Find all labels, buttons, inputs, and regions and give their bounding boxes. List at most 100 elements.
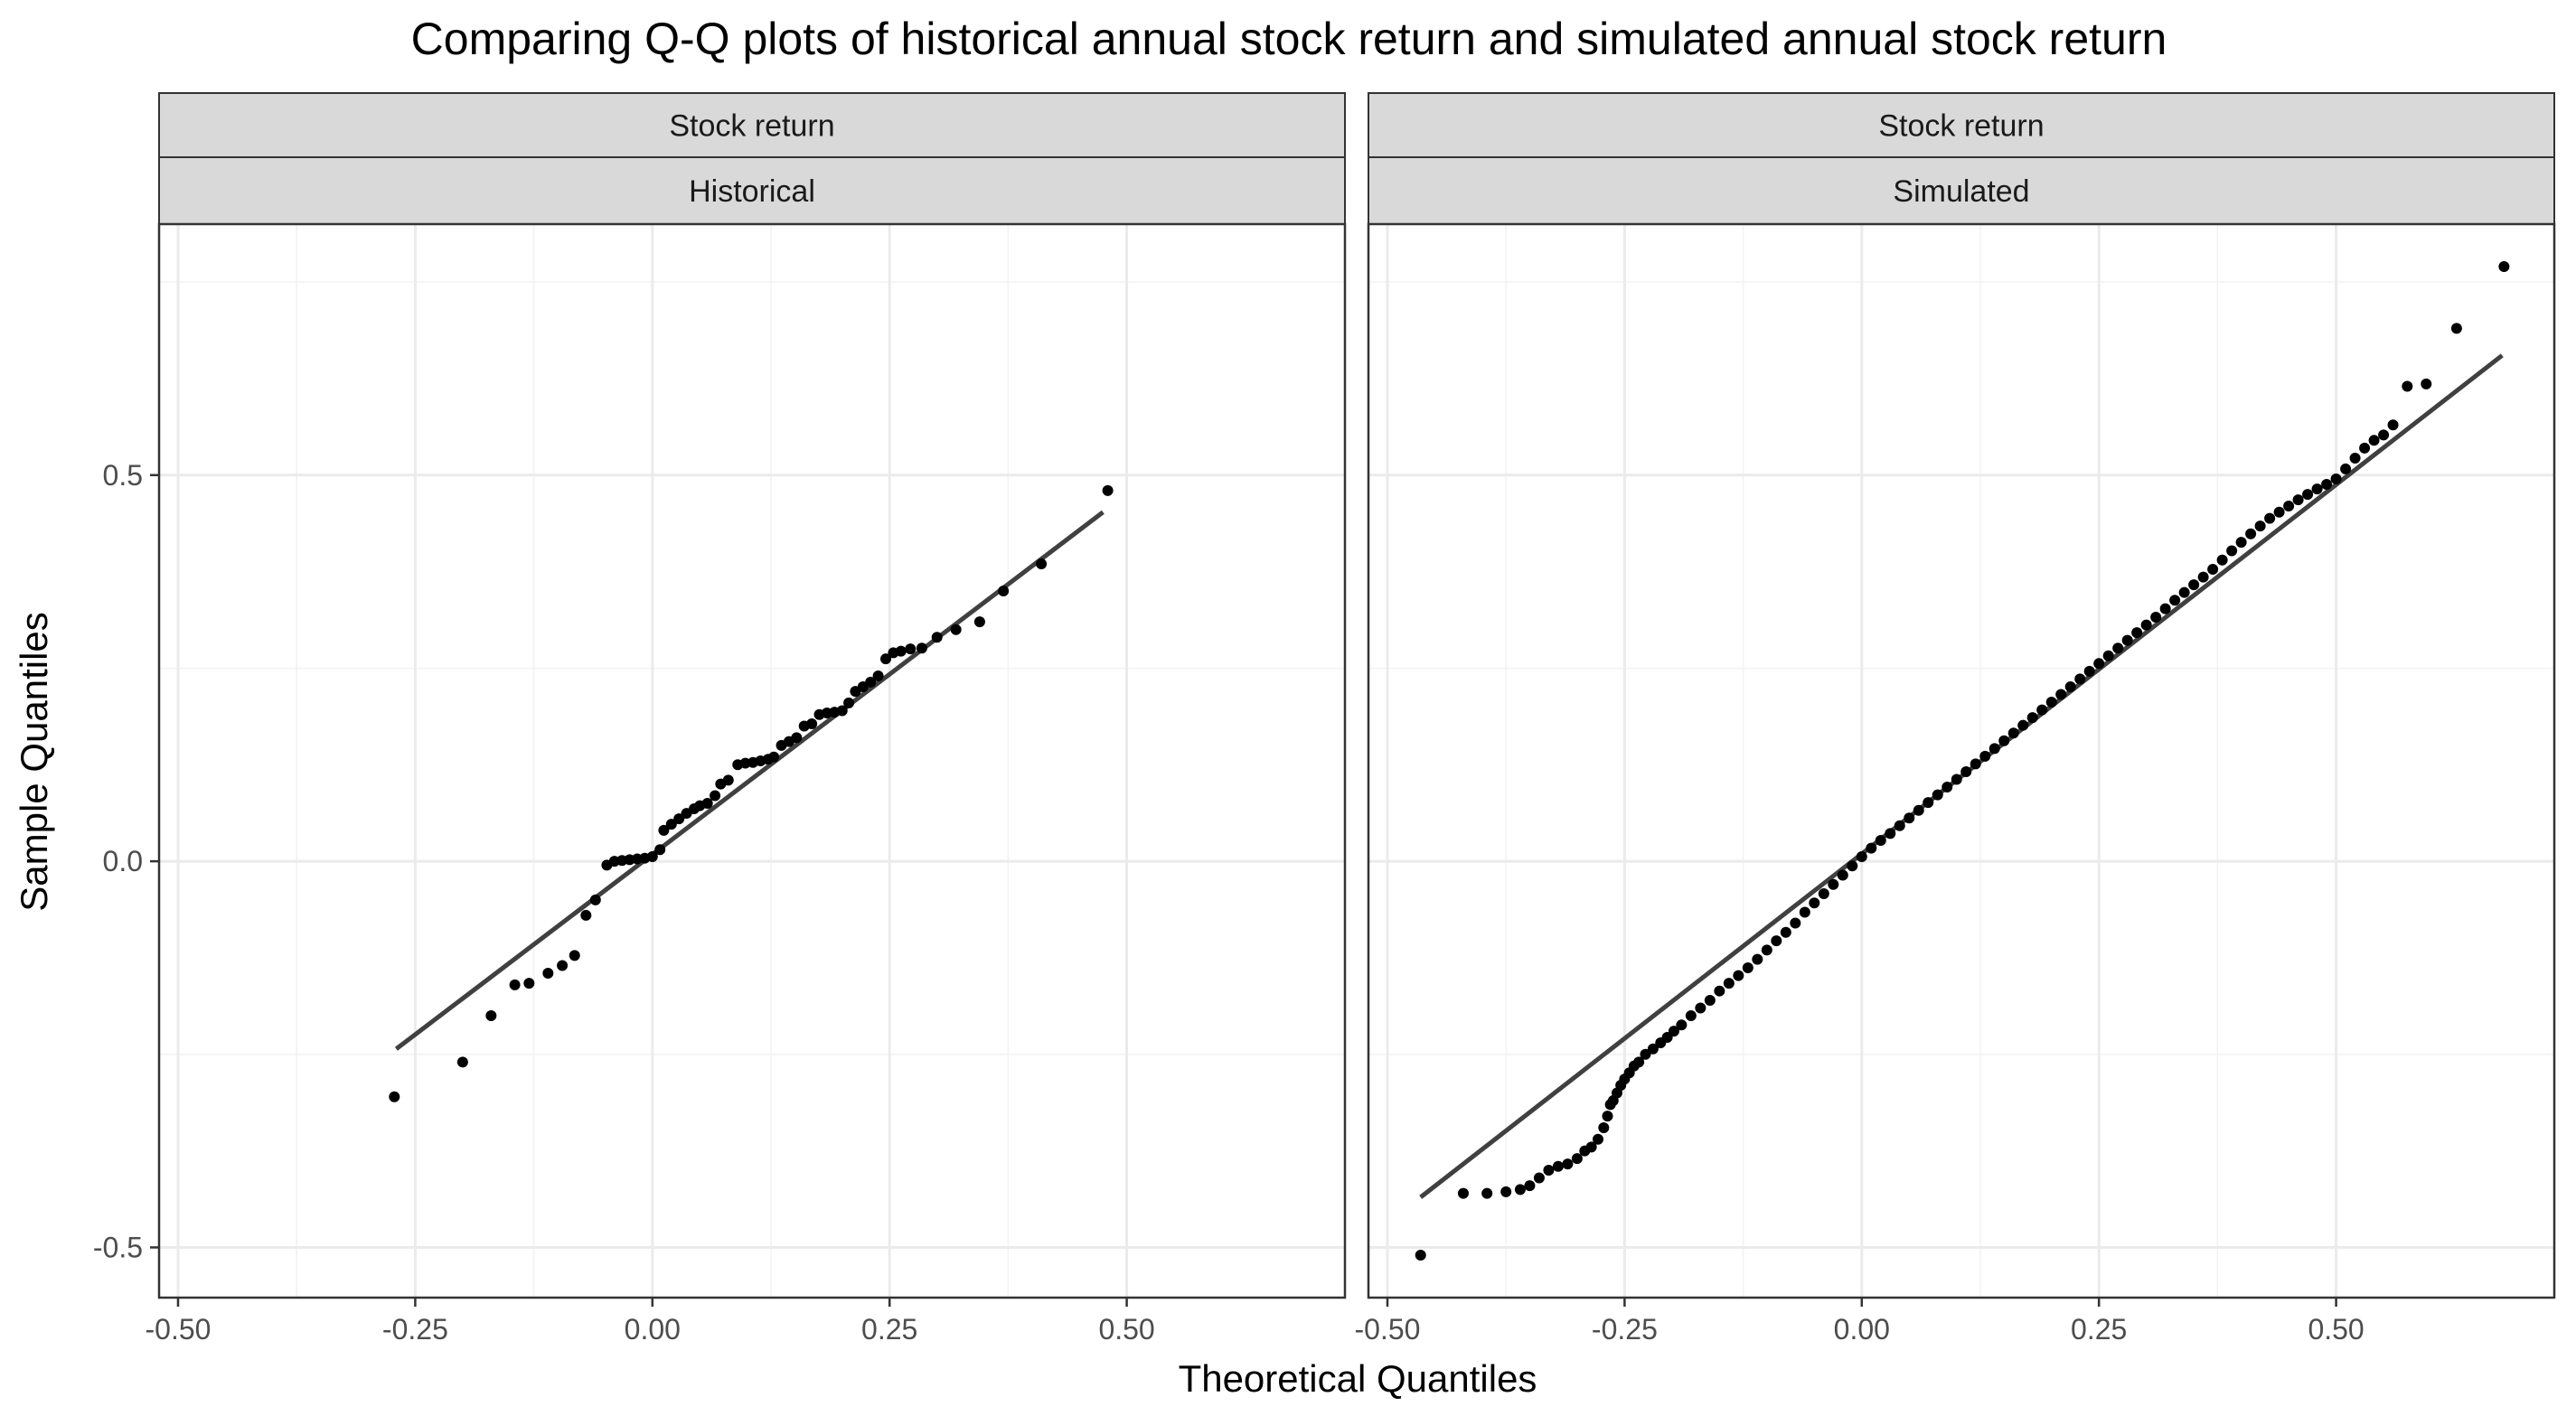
y-axis-title: Sample Quantiles: [13, 612, 55, 912]
data-point: [2292, 494, 2304, 506]
data-point: [1457, 1187, 1469, 1199]
data-point: [1998, 735, 2010, 746]
data-point: [2169, 595, 2181, 606]
data-point: [1866, 842, 1877, 854]
data-point: [2254, 520, 2266, 532]
data-point: [1799, 906, 1810, 918]
data-point: [2387, 419, 2399, 431]
data-point: [1647, 1043, 1659, 1055]
data-point: [1875, 835, 1886, 847]
data-point: [2178, 586, 2190, 598]
data-point: [1571, 1153, 1583, 1165]
data-point: [998, 585, 1010, 596]
x-tick-label: 0.25: [2071, 1313, 2127, 1346]
data-point: [2207, 564, 2219, 576]
data-point: [1593, 1133, 1604, 1145]
data-point: [1932, 789, 1943, 801]
data-point: [654, 844, 666, 856]
data-point: [950, 624, 962, 635]
data-point: [2330, 474, 2342, 485]
x-tick-label: 0.50: [1098, 1313, 1154, 1346]
data-point: [2159, 603, 2171, 614]
data-point: [2359, 442, 2371, 454]
data-point: [2311, 483, 2323, 495]
data-point: [879, 653, 891, 665]
data-point: [2121, 634, 2133, 646]
data-point: [1951, 774, 1962, 785]
data-point: [2450, 323, 2462, 334]
strip-top-label: Stock return: [669, 109, 834, 144]
panel-background: [1368, 224, 2554, 1298]
data-point: [806, 717, 818, 729]
x-tick-label: 0.00: [1834, 1313, 1890, 1346]
data-point: [1543, 1164, 1555, 1176]
data-point: [2083, 665, 2095, 677]
data-point: [1500, 1186, 1512, 1197]
panel-historical: Stock return Historical -0.50 -0.25 0.00 0.25…: [146, 92, 1347, 1346]
data-point: [2007, 727, 2019, 739]
data-point: [701, 798, 713, 810]
panel-border: [1367, 222, 2556, 1299]
y-tick-label: 0.0: [103, 845, 143, 877]
strip-bottom-label: Historical: [689, 174, 815, 209]
data-point: [1988, 743, 2000, 755]
x-tick-label: 0.25: [861, 1313, 917, 1346]
data-point: [1668, 1026, 1679, 1037]
data-point: [2045, 697, 2057, 708]
data-point: [895, 645, 907, 657]
data-point: [589, 894, 601, 905]
data-point: [1790, 917, 1801, 929]
data-point: [2026, 712, 2038, 724]
data-point: [2302, 489, 2314, 501]
data-point: [1894, 820, 1905, 831]
data-point: [673, 813, 685, 825]
data-point: [872, 670, 884, 681]
x-tick-label: 0.00: [625, 1313, 681, 1346]
data-point: [2216, 554, 2228, 566]
data-point: [2283, 500, 2295, 511]
chart-title: Comparing Q-Q plots of historical annual…: [411, 14, 2167, 64]
x-tick-label: -0.50: [1355, 1313, 1421, 1346]
data-point: [1828, 878, 1839, 890]
data-point: [2055, 689, 2067, 700]
data-point: [2150, 612, 2162, 624]
y-tick-label: -0.5: [93, 1231, 143, 1263]
data-point: [1676, 1019, 1688, 1031]
data-point: [523, 978, 535, 989]
data-point: [973, 616, 985, 628]
data-point: [1733, 970, 1744, 981]
data-point: [2140, 619, 2152, 631]
data-point: [1714, 985, 1725, 997]
data-point: [2498, 261, 2510, 273]
data-point: [2378, 429, 2390, 441]
data-point: [2321, 479, 2333, 491]
data-point: [1585, 1141, 1597, 1153]
data-point: [580, 909, 592, 921]
data-point: [2074, 673, 2086, 685]
x-tick-label: -0.25: [1592, 1313, 1658, 1346]
data-point: [658, 824, 670, 836]
strip-bottom: [158, 156, 1346, 225]
data-point: [1913, 804, 1924, 816]
data-point: [1685, 1010, 1697, 1022]
data-point: [2197, 571, 2209, 583]
strip-top: [158, 92, 1346, 158]
data-point: [2349, 452, 2361, 464]
data-point: [2112, 642, 2124, 654]
y-axis: -0.5 0.0 0.5: [93, 459, 159, 1263]
x-tick-label: -0.50: [146, 1313, 212, 1346]
data-point: [768, 751, 780, 763]
data-point: [905, 643, 917, 655]
data-point: [1761, 944, 1772, 956]
data-point: [1941, 782, 1953, 793]
data-point: [865, 676, 877, 688]
data-point: [1752, 953, 1763, 965]
x-tick-label: 0.50: [2308, 1313, 2364, 1346]
data-point: [1970, 758, 1981, 770]
data-point: [1885, 828, 1896, 839]
data-point: [2188, 579, 2200, 591]
data-point: [791, 732, 803, 744]
data-point: [456, 1056, 468, 1068]
data-point: [2340, 463, 2352, 474]
data-point: [916, 642, 927, 654]
